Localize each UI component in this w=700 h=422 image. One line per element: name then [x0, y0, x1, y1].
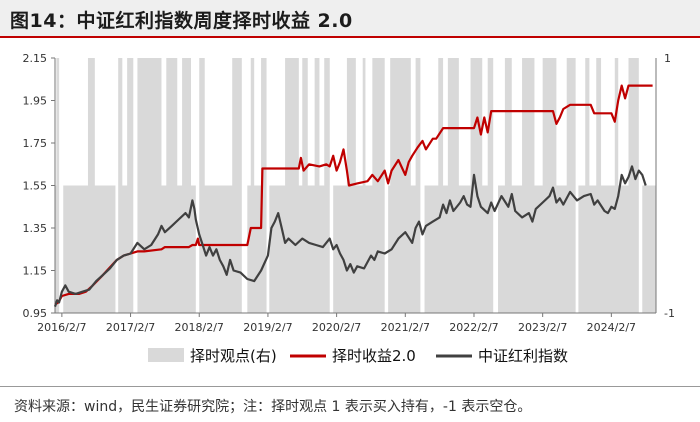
signal-band-on [285, 58, 299, 186]
x-tick-label: 2021/2/7 [381, 321, 430, 334]
signal-band-on [56, 58, 60, 186]
x-tick-label: 2016/2/7 [37, 321, 86, 334]
signal-band-on [182, 58, 191, 186]
signal-band-on [127, 58, 134, 186]
signal-band-on [542, 58, 557, 186]
signal-band-on [504, 58, 512, 186]
signal-band-on [362, 58, 366, 186]
signal-band-gap [384, 185, 389, 313]
signal-band-on [302, 58, 308, 186]
signal-band-gap [59, 185, 64, 313]
signal-band-on [87, 58, 95, 186]
signal-band-on [390, 58, 411, 186]
signal-band-on [261, 58, 267, 186]
csi-dividend-index-line [53, 165, 647, 307]
signal-band-gap [638, 185, 643, 313]
signal-band-on [137, 58, 162, 186]
signal-band-gap [195, 185, 200, 313]
signal-band-gap [493, 185, 499, 313]
signal-band-gap [241, 185, 248, 313]
signal-band-gap [329, 185, 334, 313]
legend: 择时观点(右) 择时收益2.0 中证红利指数 [148, 347, 568, 365]
y-tick-label: 1.15 [23, 265, 48, 278]
x-tick-label: 2019/2/7 [243, 321, 292, 334]
timing-return-line [54, 84, 653, 306]
signal-band-on [596, 58, 602, 186]
legend-label-timing: 择时收益2.0 [332, 347, 416, 365]
signal-band-on [250, 58, 255, 186]
source-note: 资料来源：wind，民生证券研究院；注：择时观点 1 表示买入持有，-1 表示空… [14, 399, 532, 415]
series-lines [53, 84, 653, 307]
signal-band-on [346, 58, 356, 186]
title-divider [0, 36, 700, 38]
footnote-divider [0, 386, 700, 387]
signal-band-gap [115, 185, 119, 313]
signal-band-on [447, 58, 459, 186]
y-tick-label: 1.55 [23, 180, 48, 193]
y-tick-label: 1.95 [23, 95, 48, 108]
signal-band-on [614, 58, 619, 186]
legend-label-index: 中证红利指数 [478, 347, 568, 365]
signal-band-on [522, 58, 535, 186]
y-tick-label: 1.35 [23, 222, 48, 235]
y-tick-label: 0.95 [23, 307, 48, 320]
x-tick-label: 2024/2/7 [587, 321, 636, 334]
signal-band-on [232, 58, 242, 186]
signal-band-gap [420, 185, 425, 313]
signal-band-gap [133, 185, 138, 313]
y-tick-label: 1.75 [23, 137, 48, 150]
signal-band-gap [575, 185, 579, 313]
axes: 2.15 1.95 1.75 1.55 1.35 1.15 0.95 1 -1 2016/2/7 2… [23, 52, 675, 334]
y-right-tick-label: -1 [664, 307, 675, 320]
signal-band-on [438, 58, 444, 186]
chart: 2.15 1.95 1.75 1.55 1.35 1.15 0.95 1 -1 2016/2/7 2… [23, 52, 675, 365]
signal-band-on [415, 58, 421, 186]
x-tick-label: 2020/2/7 [312, 321, 361, 334]
signal-band-on [372, 58, 385, 186]
signal-band-on [118, 58, 123, 186]
title-bar [0, 0, 700, 36]
signal-band-on [585, 58, 590, 186]
signal-band-on [314, 58, 320, 186]
signal-band-on [566, 58, 576, 186]
chart-title: 图14：中证红利指数周度择时收益 2.0 [10, 10, 353, 32]
x-tick-label: 2022/2/7 [449, 321, 498, 334]
signal-band-on [199, 58, 205, 186]
signal-band-on [166, 58, 178, 186]
signal-band-on [324, 58, 330, 186]
legend-label-signal: 择时观点(右) [190, 347, 277, 365]
y-right-tick-label: 1 [664, 52, 671, 65]
y-tick-label: 2.15 [23, 52, 48, 65]
legend-swatch-signal [148, 348, 184, 362]
x-tick-label: 2017/2/7 [106, 321, 155, 334]
x-tick-label: 2018/2/7 [175, 321, 224, 334]
timing-signal-bands [55, 58, 656, 313]
signal-band-on [628, 58, 639, 186]
x-tick-label: 2023/2/7 [518, 321, 567, 334]
